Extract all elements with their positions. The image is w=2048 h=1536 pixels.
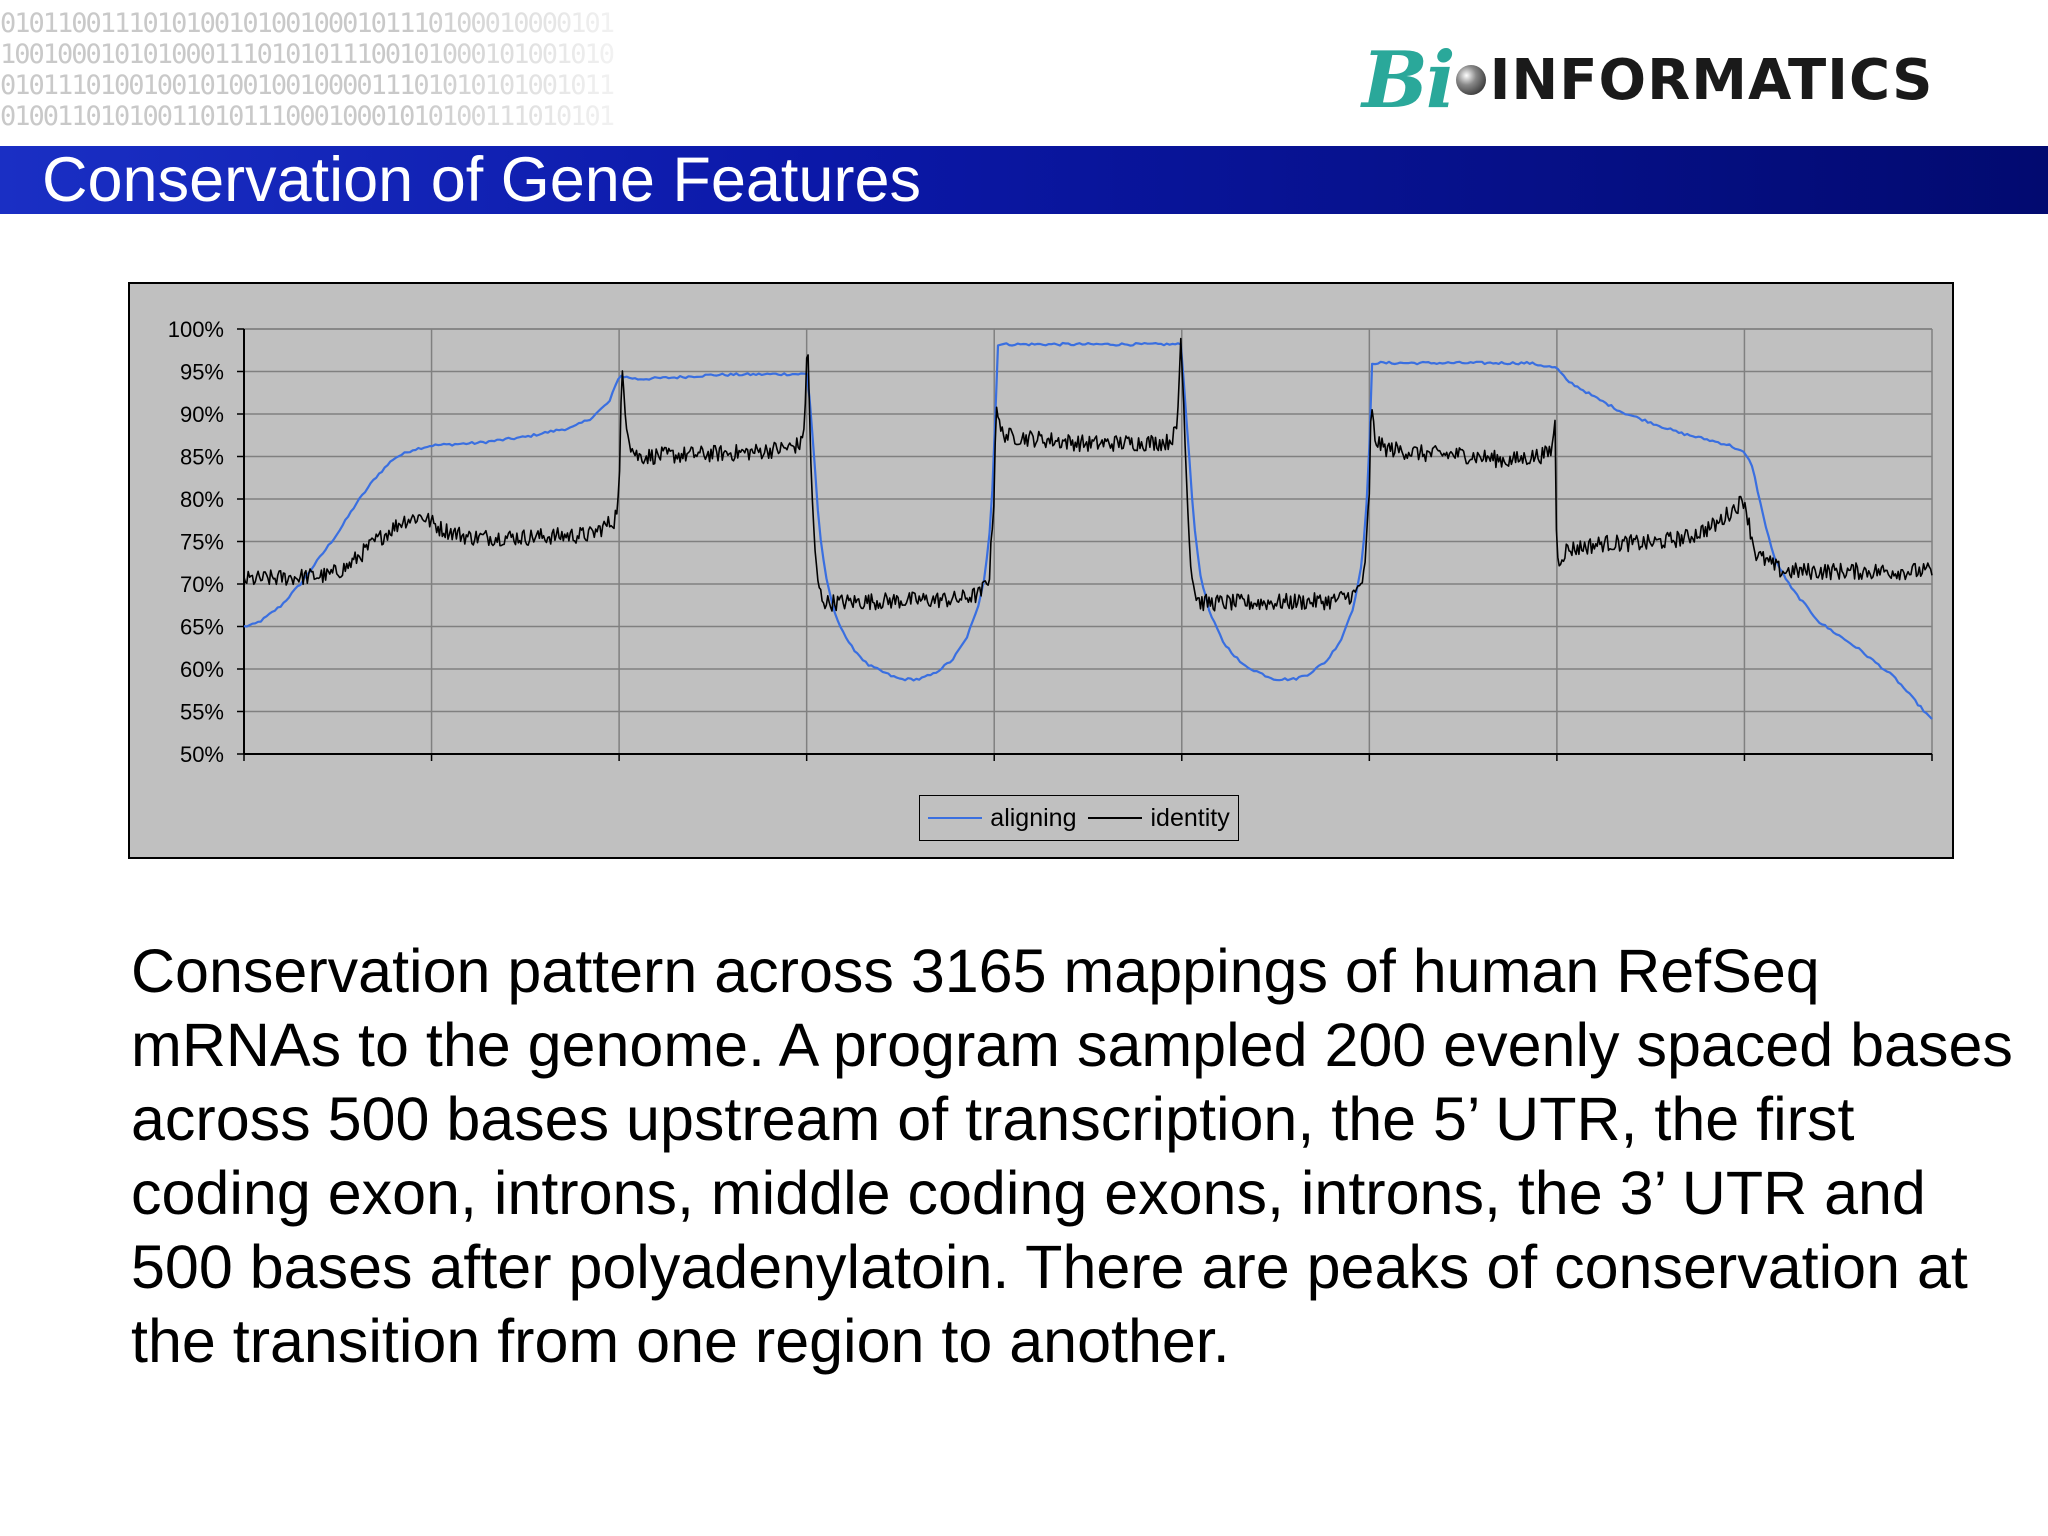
y-tick-label: 60% xyxy=(180,657,224,682)
y-tick-label: 50% xyxy=(180,742,224,767)
slide-body-text: Conservation pattern across 3165 mapping… xyxy=(131,937,2013,1375)
series-line-aligning xyxy=(243,341,1933,720)
binary-row: 1001000101010001110101011100101000101001… xyxy=(0,39,615,70)
binary-row: 0101110100100101001001000011101010101001… xyxy=(0,70,615,101)
bioinformatics-logo: Bi INFORMATICS xyxy=(1362,30,1933,130)
y-tick-label: 85% xyxy=(180,445,224,470)
slide-title: Conservation of Gene Features xyxy=(42,145,921,215)
y-tick-label: 90% xyxy=(180,402,224,427)
y-tick-label: 70% xyxy=(180,572,224,597)
logo-wordmark: INFORMATICS xyxy=(1489,47,1934,113)
series-line-identity xyxy=(243,337,1933,612)
title-bar: Conservation of Gene Features xyxy=(0,146,2048,214)
y-tick-label: 55% xyxy=(180,700,224,725)
y-tick-label: 100% xyxy=(168,317,224,342)
y-tick-label: 95% xyxy=(180,360,224,385)
binary-row: 0100110101001101011100010001010100111010… xyxy=(0,101,615,132)
binary-row: 0101100111010100101001000101110100010000… xyxy=(0,8,615,39)
logo-script-text: Bi xyxy=(1362,34,1456,126)
y-tick-label: 80% xyxy=(180,487,224,512)
legend-label: identity xyxy=(1150,803,1230,832)
legend-swatch xyxy=(1088,817,1143,819)
y-tick-label: 75% xyxy=(180,530,224,555)
legend-item-identity: identity xyxy=(1088,803,1230,833)
y-tick-label: 65% xyxy=(180,615,224,640)
conservation-chart: 100% 95% 90% 85% 80% 75% 70% 65% 60% 55% 50% xyxy=(168,317,1933,767)
legend-swatch xyxy=(928,817,983,819)
binary-background-pattern: 0101100111010100101001000101110100010000… xyxy=(0,8,680,138)
chart-legend: aligning identity xyxy=(919,795,1239,841)
legend-item-aligning: aligning xyxy=(928,804,1076,833)
logo-sphere-icon xyxy=(1455,65,1486,95)
chart-container: 100% 95% 90% 85% 80% 75% 70% 65% 60% 55% 50% align… xyxy=(128,282,1954,859)
legend-label: aligning xyxy=(990,803,1077,832)
